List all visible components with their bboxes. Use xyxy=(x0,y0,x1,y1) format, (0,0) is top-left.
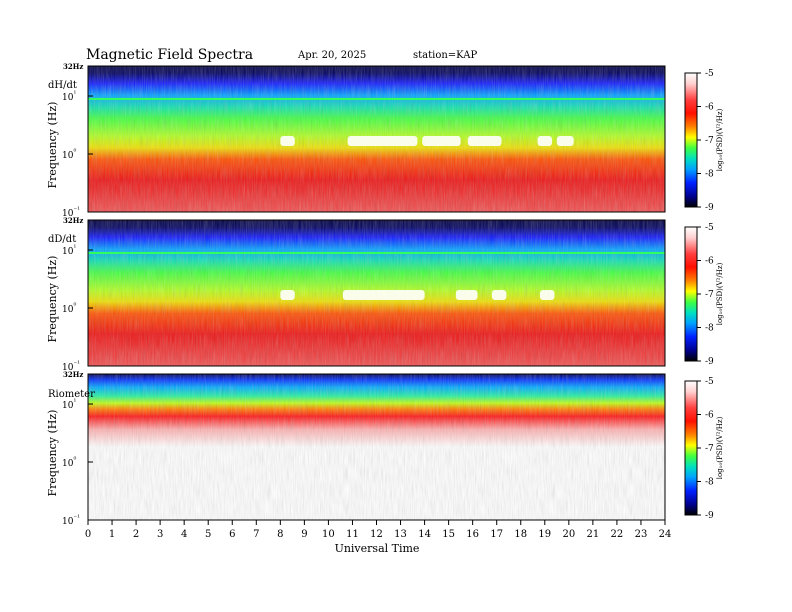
panel-frame xyxy=(87,219,666,367)
intensity-feature xyxy=(280,136,295,146)
colorbar-label: log₁₀(PSD)(V²/Hz) xyxy=(716,108,724,171)
colorbar-tick-label: -5 xyxy=(705,223,714,233)
intensity-feature xyxy=(347,136,418,146)
x-tick-label: 12 xyxy=(370,529,383,540)
y-tick-exponent: ⁰ xyxy=(73,302,76,310)
x-tick-label: 3 xyxy=(157,529,163,540)
y-tick-exponent: ¹ xyxy=(73,90,76,98)
x-tick-label: 17 xyxy=(490,529,503,540)
x-tick-label: 13 xyxy=(394,529,407,540)
intensity-feature xyxy=(467,136,502,146)
colorbar-tick-label: -7 xyxy=(705,444,714,454)
x-tick-label: 18 xyxy=(514,529,527,540)
panel-label: Riometer xyxy=(48,389,95,400)
y-tick-label: 10¹ xyxy=(62,90,76,103)
intensity-feature xyxy=(537,136,553,146)
y-tick-label: 10¹ xyxy=(62,398,76,411)
colorbar-tick-label: -8 xyxy=(705,170,714,180)
intensity-feature xyxy=(280,290,295,300)
x-tick-label: 4 xyxy=(181,529,187,540)
colorbar-label: log₁₀(PSD)(V²/Hz) xyxy=(716,262,724,325)
y-tick-exponent: ⁰ xyxy=(73,148,76,156)
colorbar-tick-label: -9 xyxy=(705,357,714,367)
x-tick-label: 7 xyxy=(253,529,259,540)
x-tick-label: 22 xyxy=(611,529,624,540)
y-tick-label: 10⁰ xyxy=(62,456,76,469)
y-tick-label: 10¹ xyxy=(62,244,76,257)
intensity-feature xyxy=(539,290,555,300)
y-tick-exponent: ⁻¹ xyxy=(73,360,80,368)
colorbar-tick-label: -5 xyxy=(705,69,714,79)
x-tick-label: 9 xyxy=(301,529,307,540)
x-tick-label: 11 xyxy=(346,529,359,540)
figure-date: Apr. 20, 2025 xyxy=(297,50,366,61)
y-tick-label: 10⁰ xyxy=(62,148,76,161)
y-axis-label: Frequency (Hz) xyxy=(46,102,59,189)
panels: dH/dt 32Hz 10¹ 10⁰ 10⁻¹ Frequency (Hz) -5 -6 -7 -… xyxy=(46,62,724,527)
intensity-feature xyxy=(491,290,507,300)
figure-title: Magnetic Field Spectra xyxy=(86,47,253,63)
y-tick-label: 10⁻¹ xyxy=(62,514,80,527)
y-top-label: 32Hz xyxy=(63,62,83,71)
colorbar-tick-label: -5 xyxy=(705,377,714,387)
intensity-feature xyxy=(422,136,461,146)
y-tick-exponent: ⁻¹ xyxy=(73,206,80,214)
colorbar-tick-label: -6 xyxy=(705,257,714,267)
y-axis-label: Frequency (Hz) xyxy=(46,256,59,343)
intensity-feature xyxy=(342,290,425,300)
x-tick-label: 1 xyxy=(109,529,115,540)
intensity-feature xyxy=(455,290,478,300)
colorbar-tick-label: -6 xyxy=(705,103,714,113)
spectrogram-texture xyxy=(88,374,665,520)
x-tick-label: 16 xyxy=(466,529,479,540)
colorbar xyxy=(684,226,698,362)
colorbar-tick-label: -8 xyxy=(705,324,714,334)
panel-label: dD/dt xyxy=(48,234,76,245)
colorbar-label: log₁₀(PSD)(V²/Hz) xyxy=(716,416,724,479)
x-axis: 0 1 2 3 4 5 6 7 8 9 10 11 12 13 14 15 16 17 18 19 20 21 22 23 24 xyxy=(85,520,672,540)
y-top-label: 32Hz xyxy=(63,216,83,225)
y-tick-label: 10⁰ xyxy=(62,302,76,315)
y-top-label: 32Hz xyxy=(63,370,83,379)
colorbar-tick-label: -7 xyxy=(705,290,714,300)
colorbar xyxy=(684,380,698,516)
x-tick-label: 21 xyxy=(587,529,600,540)
y-tick-exponent: ¹ xyxy=(73,398,76,406)
x-tick-label: 23 xyxy=(635,529,648,540)
x-tick-label: 2 xyxy=(133,529,139,540)
station-label: station=KAP xyxy=(413,50,477,61)
colorbar-tick-label: -7 xyxy=(705,136,714,146)
y-tick-exponent: ¹ xyxy=(73,244,76,252)
x-axis-label: Universal Time xyxy=(335,542,420,555)
y-tick-exponent: ⁰ xyxy=(73,456,76,464)
x-tick-label: 8 xyxy=(277,529,283,540)
x-tick-label: 15 xyxy=(442,529,455,540)
intensity-feature xyxy=(556,136,574,146)
colorbar-tick-label: -6 xyxy=(705,411,714,421)
x-tick-label: 14 xyxy=(418,529,431,540)
x-tick-label: 5 xyxy=(205,529,211,540)
colorbar-tick-label: -8 xyxy=(705,478,714,488)
panel-frame xyxy=(87,65,666,213)
x-tick-label: 24 xyxy=(659,529,672,540)
spectrogram-panel: Riometer 32Hz 10¹ 10⁰ 10⁻¹ Frequency (Hz) -5 -6… xyxy=(46,370,724,527)
y-axis-label: Frequency (Hz) xyxy=(46,410,59,497)
x-tick-label: 19 xyxy=(538,529,551,540)
x-tick-label: 6 xyxy=(229,529,235,540)
y-tick-exponent: ⁻¹ xyxy=(73,514,80,522)
x-tick-label: 0 xyxy=(85,529,91,540)
x-tick-label: 10 xyxy=(322,529,335,540)
colorbar-tick-label: -9 xyxy=(705,511,714,521)
colorbar xyxy=(684,72,698,208)
x-tick-label: 20 xyxy=(562,529,575,540)
colorbar-tick-label: -9 xyxy=(705,203,714,213)
panel-label: dH/dt xyxy=(48,80,77,91)
